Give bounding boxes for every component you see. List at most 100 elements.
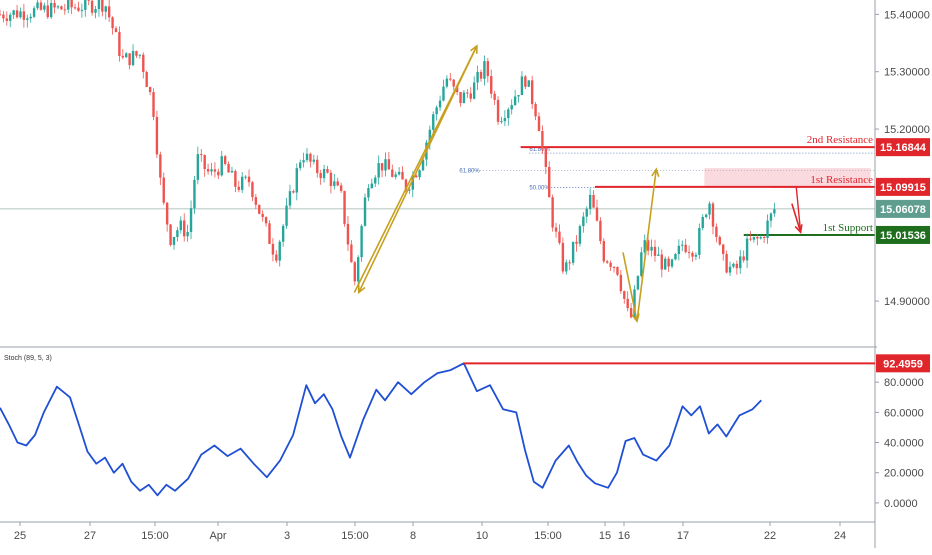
candle-body [452, 79, 455, 87]
candle-body [445, 78, 449, 87]
candle-body [292, 191, 295, 193]
candle-body [145, 72, 148, 88]
candle-body [490, 76, 493, 94]
stoch-tick-label: 0.0000 [884, 498, 918, 510]
candle-body [370, 183, 374, 189]
candle-body [554, 227, 558, 232]
candle-body [472, 82, 476, 99]
candle-body [90, 0, 94, 13]
candle-body [138, 54, 142, 56]
time-tick-label: 3 [284, 530, 290, 542]
candle-body [599, 220, 602, 242]
candle-body [104, 6, 107, 12]
candle-body [26, 18, 29, 20]
candle-body [172, 237, 176, 245]
candle-body [687, 252, 691, 254]
candle-body [217, 171, 220, 176]
candle-body [179, 220, 183, 231]
candle-body [623, 291, 626, 299]
candle-body [258, 204, 261, 214]
candle-body [128, 53, 131, 66]
candle-body [660, 254, 664, 270]
candle-body [411, 175, 414, 190]
candle-body [759, 237, 762, 239]
candle-body [196, 154, 200, 180]
candle-body [15, 10, 19, 18]
candle-body [384, 159, 387, 171]
candle-body [749, 238, 752, 240]
candle-body [53, 2, 56, 8]
price-badge [876, 199, 930, 218]
price-tick-label: 14.90000 [884, 296, 930, 308]
candle-body [29, 16, 32, 19]
time-tick-label: 15:00 [534, 530, 562, 542]
target-arrow-path [770, 186, 802, 233]
candle-body [643, 240, 646, 253]
time-tick-label: 15:00 [341, 530, 369, 542]
target-arrow-head [794, 224, 803, 235]
fib-label: 61.80% [459, 168, 480, 174]
candle-body [534, 104, 537, 117]
candle-body [316, 159, 319, 174]
candle-body [616, 266, 619, 275]
candle-body [111, 17, 114, 29]
candle-body [360, 225, 363, 258]
candle-body [728, 266, 732, 273]
candle-body [39, 2, 43, 10]
candle-body [650, 246, 653, 251]
price-tick-label: 15.30000 [884, 67, 930, 79]
candle-body [602, 241, 606, 262]
candle-body [496, 99, 500, 122]
candle-body [114, 28, 118, 33]
candle-body [462, 92, 466, 104]
candle-body [657, 254, 660, 256]
candle-body [428, 129, 432, 143]
candle-body [0, 14, 2, 16]
time-tick-label: 16 [618, 530, 630, 542]
time-tick-label: 10 [476, 530, 488, 542]
candle-body [469, 93, 472, 99]
candle-body [653, 246, 657, 256]
candle-body [708, 203, 711, 215]
candle-body [322, 168, 326, 179]
time-tick-label: 15:00 [141, 530, 169, 542]
main-candles [0, 0, 776, 320]
candle-body [681, 244, 684, 246]
candle-body [408, 189, 411, 191]
candle-body [517, 95, 520, 97]
candle-body [87, 0, 90, 1]
candle-body [762, 237, 766, 239]
candle-body [466, 92, 469, 94]
candle-body [544, 148, 548, 167]
candle-body [22, 11, 26, 20]
candle-body [739, 256, 742, 269]
candle-body [548, 166, 551, 198]
candle-body [507, 109, 510, 119]
candle-body [582, 216, 585, 227]
candle-body [241, 176, 244, 190]
candle-body [510, 105, 513, 110]
candle-body [346, 223, 350, 245]
candle-body [19, 11, 22, 18]
candle-body [67, 0, 70, 10]
stoch-tick-label: 40.0000 [884, 438, 924, 450]
candle-body [247, 176, 251, 183]
candle-body [568, 262, 571, 264]
price-badge [876, 225, 930, 244]
candle-body [418, 170, 421, 178]
time-tick-label: 24 [834, 530, 846, 542]
candle-body [626, 298, 629, 309]
candle-body [302, 160, 305, 163]
candle-body [486, 61, 490, 77]
candle-body [152, 92, 155, 117]
candle-body [455, 86, 459, 93]
candle-body [107, 6, 111, 18]
candle-body [524, 76, 527, 87]
time-tick-label: 27 [84, 530, 96, 542]
candle-body [210, 169, 213, 172]
candle-body [442, 86, 445, 101]
candle-body [541, 131, 544, 149]
candle-body [264, 217, 268, 224]
price-badge-label: 15.09915 [880, 182, 926, 194]
candle-body [101, 0, 104, 12]
